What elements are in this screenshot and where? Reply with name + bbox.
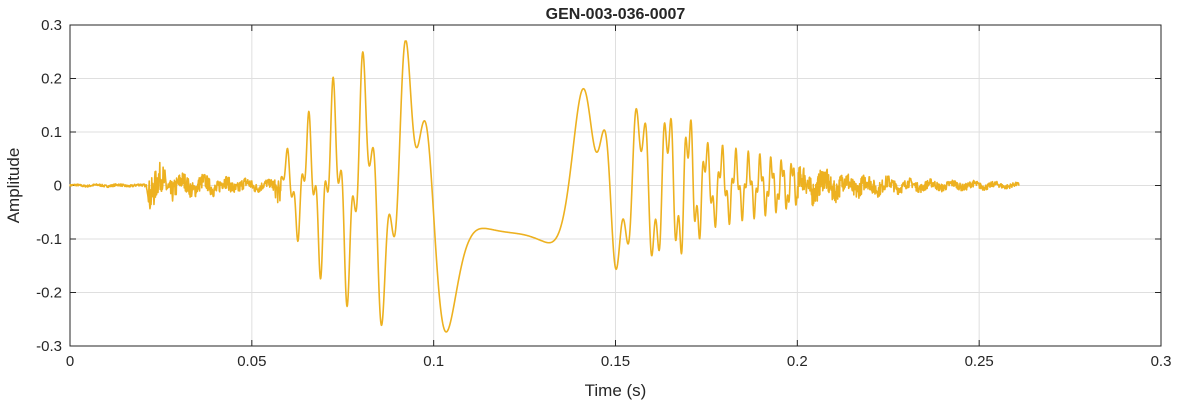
y-axis-label: Amplitude — [4, 148, 23, 224]
y-tick-label: 0 — [54, 178, 62, 195]
x-tick-label: 0 — [66, 353, 74, 370]
y-tick-label: 0.1 — [41, 124, 62, 141]
x-tick-label: 0.15 — [601, 353, 630, 370]
waveform-series-line — [69, 40, 1020, 333]
y-tick-label: 0.2 — [41, 71, 62, 88]
x-tick-label: 0.2 — [787, 353, 808, 370]
y-tick-label: 0.3 — [41, 17, 62, 34]
x-axis-label: Time (s) — [585, 381, 647, 400]
y-tick-label: -0.2 — [36, 285, 62, 302]
series-group — [69, 40, 1020, 333]
chart-title: GEN-003-036-0007 — [546, 6, 686, 23]
y-tick-label: -0.3 — [36, 338, 62, 355]
x-tick-label: 0.1 — [423, 353, 444, 370]
x-tick-label: 0.25 — [965, 353, 994, 370]
axis-ticks: 0 0.05 0.1 0.15 0.2 0.25 0.3 -0.3 -0.2 -0.1 0 0.1 0.… — [36, 17, 1171, 370]
x-tick-label: 0.05 — [237, 353, 266, 370]
x-tick-label: 0.3 — [1151, 353, 1172, 370]
y-tick-label: -0.1 — [36, 231, 62, 248]
